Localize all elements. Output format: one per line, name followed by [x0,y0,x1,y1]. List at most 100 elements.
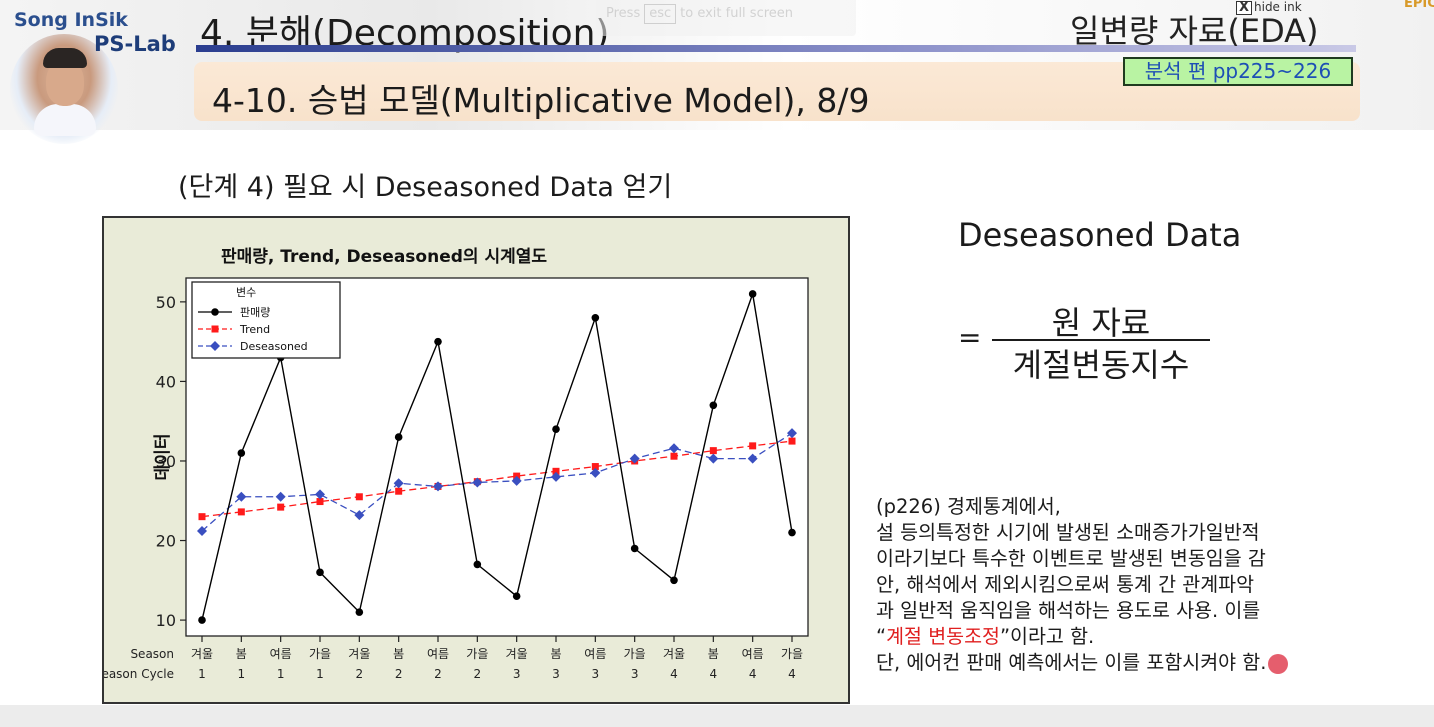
fullscreen-hint-press: Press [606,6,641,21]
x-tick-label-season: 봄 [550,647,561,661]
y-tick-label: 40 [156,372,176,391]
data-point [237,449,246,457]
series-layer [197,290,797,624]
explanation-note: (p226) 경제통계에서, 설 등의특정한 시기에 발생된 소매증가가일반적 … [876,494,1416,676]
data-point [747,453,758,464]
x-tick-label-cycle: 4 [710,667,718,681]
avatar-shirt [34,104,96,136]
legend-label: 판매량 [240,306,270,319]
data-point [395,487,403,495]
fraction-bar [992,339,1210,341]
x-tick-label-season: 가을 [624,647,646,661]
data-point [434,337,442,346]
x-tick-label-season: 여름 [742,647,764,661]
quote-open: “ [876,625,887,648]
step-heading: (단계 4) 필요 시 Deseasoned Data 얻기 [178,172,673,203]
x-tick-label-season: 여름 [427,647,449,661]
chapter-category-label: 일변량 자료(EDA) [1070,12,1319,50]
x-tick-label-cycle: 1 [238,667,246,681]
avatar-hair [43,48,87,68]
data-point [788,437,796,445]
x-tick-label-cycle: 3 [552,667,560,681]
x-tick-label-cycle: 4 [788,667,796,681]
seasonal-adjustment-term: 계절 변동조정 [886,625,1000,648]
data-point [198,513,206,521]
section-title: 4-10. 승법 모델(Multiplicative Model), 8/9 [212,81,870,120]
data-point [512,592,521,601]
formula-title: Deseasoned Data [958,216,1242,254]
data-point [210,341,220,351]
x-tick-label-season: 여름 [584,647,606,661]
y-tick-label: 20 [156,532,176,551]
legend-label: Trend [239,323,270,336]
data-point [709,447,717,455]
row-label-cycle: Season Cycle [104,667,174,681]
series-line-trend [201,440,793,518]
x-tick-label-cycle: 3 [592,667,600,681]
x-tick-label-season: 겨울 [506,647,528,661]
legend-label: Deseasoned [240,340,308,353]
x-tick-label-cycle: 3 [513,667,521,681]
axis-layer: 10 20 30 40 50 데이터 Season Season Cycle 겨울 1 봄 1 여름 1 가… [94,293,803,681]
data-point [198,616,206,624]
series-line-deseasoned [201,432,793,532]
bottom-bar [0,705,1434,727]
data-point [316,498,324,506]
x-tick-label-season: 봄 [236,647,247,661]
legend-title: 변수 [236,286,256,299]
x-tick-label-season: 겨울 [348,647,370,661]
note-line: 단, 에어컨 판매 예측에서는 이를 포함시켜야 함. [876,651,1267,674]
presenter-avatar [10,34,118,144]
row-label-season: Season [130,647,174,661]
formula-denominator: 계절변동지수 [1012,346,1190,384]
chapter-underline [196,45,1356,52]
x-tick-label-cycle: 2 [474,667,482,681]
data-point [591,313,600,322]
data-point [591,463,599,471]
x-tick-label-cycle: 1 [277,667,285,681]
note-line: (p226) 경제통계에서, [876,495,1061,518]
series-line-판매량 [201,293,793,621]
logo-lab: PS-Lab [94,32,176,56]
x-tick-label-season: 봄 [708,647,719,661]
data-point [670,452,678,460]
hide-ink-label[interactable]: hide ink [1254,0,1302,14]
x-tick-label-season: 가을 [781,647,803,661]
data-point [708,453,719,464]
esc-key-badge: esc [644,4,677,24]
x-tick-label-cycle: 2 [395,667,403,681]
data-point [355,608,364,616]
x-tick-label-cycle: 2 [434,667,442,681]
x-tick-label-season: 가을 [466,647,488,661]
data-point [472,477,483,488]
data-point [394,433,403,441]
x-tick-label-cycle: 4 [670,667,678,681]
chart-title: 판매량, Trend, Deseasoned의 시계열도 [221,247,547,267]
close-icon[interactable]: X [1236,1,1252,15]
fullscreen-hint-text: to exit full screen [680,6,794,21]
data-point [630,544,639,553]
data-point [275,491,286,502]
data-point [590,467,601,478]
data-point [473,560,482,569]
x-tick-label-cycle: 4 [749,667,757,681]
data-point [316,568,324,577]
data-point [788,528,796,537]
formula-equals: = [958,321,982,354]
data-point [211,308,219,316]
corner-label: EPIC [1404,0,1434,11]
fullscreen-exit-hint: Press esc to exit full screen [596,0,856,36]
data-point [552,467,560,475]
note-line: “계절 변동조정”이라고 함. [876,624,1416,650]
data-point [277,503,285,511]
note-line: 이라기보다 특수한 이벤트로 발생된 변동임을 감 [876,547,1266,570]
time-series-chart: 판매량, Trend, Deseasoned의 시계열도 10 20 30 40 50 데… [94,247,809,681]
x-tick-label-cycle: 1 [316,667,324,681]
data-point [787,428,797,439]
y-tick-label: 50 [156,293,176,312]
y-tick-label: 10 [156,611,176,630]
y-tick-label: 30 [156,452,176,471]
x-tick-label-cycle: 2 [356,667,364,681]
